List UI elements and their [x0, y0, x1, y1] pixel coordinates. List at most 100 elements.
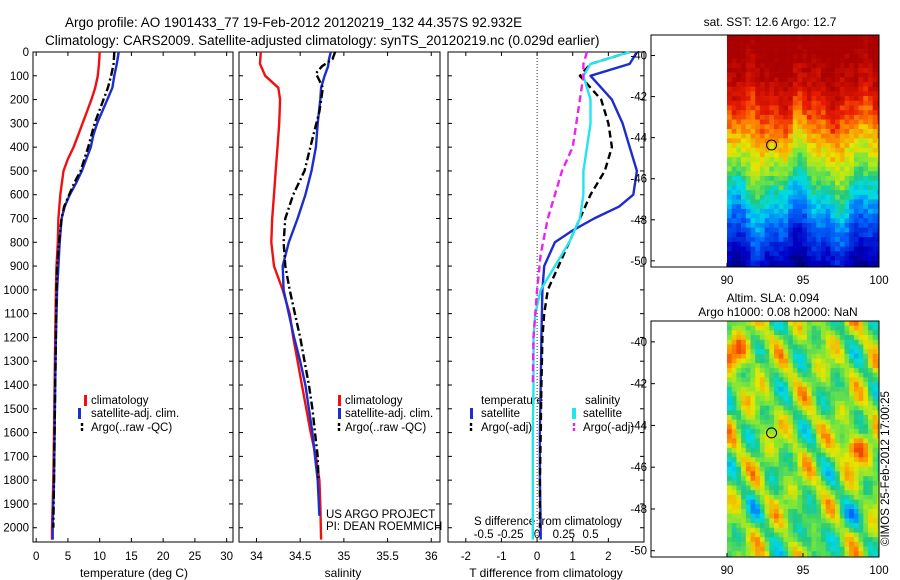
map-cell — [759, 363, 765, 369]
map-cell — [806, 447, 812, 453]
map-cell — [797, 541, 803, 547]
map-cell — [811, 208, 817, 214]
map-cell — [844, 339, 850, 345]
map-cell — [863, 433, 869, 439]
map-cell — [802, 180, 808, 186]
map-cell — [849, 335, 855, 341]
map-cell — [788, 551, 794, 557]
map-cell — [849, 44, 855, 50]
map-cell — [774, 386, 779, 392]
map-cell — [839, 260, 845, 266]
map-cell — [750, 223, 756, 228]
map-cell — [863, 466, 869, 472]
map-cell — [759, 246, 765, 252]
map-cell — [825, 541, 831, 547]
map-cell — [741, 419, 747, 425]
map-cell — [830, 82, 836, 87]
map-cell — [736, 537, 742, 543]
map-cell — [877, 161, 880, 167]
map-cell — [769, 86, 775, 92]
map-cell — [806, 185, 812, 191]
map-cell — [741, 551, 747, 557]
map-cell — [839, 382, 845, 388]
map-cell — [863, 485, 869, 491]
map-cell — [816, 161, 822, 167]
map-cell — [853, 213, 859, 219]
map-cell — [849, 485, 855, 491]
map-cell — [863, 551, 869, 557]
map-cell — [727, 237, 732, 243]
map-cell — [825, 363, 831, 369]
map-cell — [802, 260, 808, 266]
map-cell — [759, 321, 765, 326]
map-cell — [792, 410, 798, 416]
map-cell — [792, 532, 798, 538]
map-cell — [750, 339, 756, 345]
map-cell — [853, 110, 859, 116]
map-cell — [816, 546, 822, 552]
map-cell — [745, 471, 751, 477]
map-cell — [835, 457, 841, 463]
map-cell — [745, 232, 751, 238]
map-cell — [811, 382, 817, 388]
map-cell — [769, 213, 775, 219]
map-cell — [821, 368, 826, 373]
map-cell — [825, 415, 831, 420]
map-cell — [849, 53, 855, 59]
map-cell — [811, 227, 817, 233]
map-cell — [821, 377, 826, 383]
map-cell — [764, 223, 770, 228]
map-cell — [769, 138, 775, 144]
map-cell — [802, 77, 808, 83]
map-cell — [835, 321, 841, 326]
map-cell — [764, 339, 770, 345]
map-cell — [769, 462, 775, 467]
map-cell — [764, 382, 770, 388]
map-cell — [736, 321, 742, 326]
legend-satellite-label: satellite-adj. clim. — [345, 408, 433, 420]
map-cell — [745, 185, 751, 191]
map-cell — [839, 339, 845, 345]
map-cell — [825, 44, 831, 50]
map-cell — [816, 537, 822, 543]
map-cell — [731, 504, 737, 510]
map-cell — [825, 232, 831, 238]
map-cell — [764, 91, 770, 97]
map-cell — [778, 67, 784, 73]
map-cell — [745, 105, 751, 111]
map-cell — [731, 260, 737, 266]
map-cell — [802, 391, 808, 397]
map-cell — [811, 405, 817, 411]
map-cell — [797, 382, 803, 388]
map-cell — [863, 504, 869, 510]
map-cell — [816, 405, 822, 411]
map-cell — [741, 494, 747, 500]
map-cell — [774, 208, 779, 214]
map-cell — [830, 199, 836, 205]
map-cell — [797, 133, 803, 139]
map-cell — [788, 330, 794, 336]
map-cell — [745, 321, 751, 326]
map-cell — [778, 509, 784, 514]
map-cell — [802, 44, 808, 50]
map-cell — [816, 260, 822, 266]
map-cell — [835, 466, 841, 472]
map-cell — [835, 537, 841, 543]
map-cell — [764, 509, 770, 514]
map-cell — [774, 237, 779, 243]
map-cell — [792, 161, 798, 167]
map-cell — [863, 49, 869, 55]
map-cell — [745, 176, 751, 181]
map-cell — [778, 462, 784, 467]
map-cell — [868, 400, 873, 406]
map-cell — [769, 523, 775, 529]
map-cell — [774, 133, 779, 139]
map-cell — [792, 246, 798, 252]
map-cell — [759, 180, 765, 186]
map-cell — [788, 246, 794, 252]
map-cell — [769, 433, 775, 439]
map-cell — [797, 251, 803, 257]
map-cell — [792, 82, 798, 87]
temperature-xtick-label: 20 — [157, 551, 170, 563]
map-cell — [821, 546, 826, 552]
